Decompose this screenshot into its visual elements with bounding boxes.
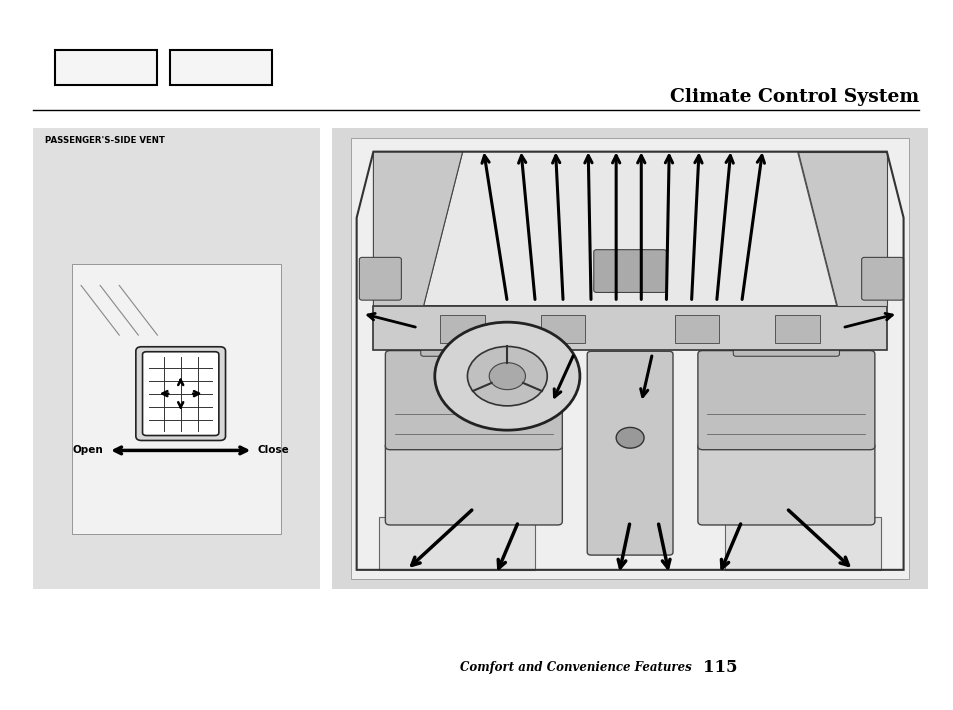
FancyBboxPatch shape — [385, 351, 561, 449]
Bar — [332, 128, 927, 589]
Text: 115: 115 — [702, 659, 737, 676]
Bar — [440, 315, 484, 343]
Text: PASSENGER'S-SIDE VENT: PASSENGER'S-SIDE VENT — [45, 136, 165, 146]
Circle shape — [435, 322, 579, 430]
Polygon shape — [373, 152, 462, 306]
Circle shape — [467, 346, 547, 406]
Polygon shape — [797, 152, 886, 306]
Bar — [724, 517, 881, 570]
Polygon shape — [423, 152, 836, 306]
Bar — [674, 315, 719, 343]
Text: Climate Control System: Climate Control System — [669, 89, 918, 106]
Bar — [540, 315, 585, 343]
FancyBboxPatch shape — [698, 442, 874, 525]
Bar — [71, 264, 281, 534]
Bar — [775, 315, 819, 343]
FancyBboxPatch shape — [420, 322, 526, 356]
FancyBboxPatch shape — [587, 351, 672, 555]
Text: Open: Open — [72, 445, 103, 455]
Text: Close: Close — [257, 445, 290, 455]
Bar — [373, 306, 886, 350]
FancyBboxPatch shape — [385, 442, 561, 525]
FancyBboxPatch shape — [593, 250, 666, 293]
FancyBboxPatch shape — [359, 257, 401, 300]
Bar — [351, 138, 908, 579]
FancyBboxPatch shape — [698, 351, 874, 449]
Bar — [55, 50, 157, 85]
Circle shape — [489, 363, 525, 390]
FancyBboxPatch shape — [135, 346, 225, 440]
Circle shape — [616, 427, 643, 448]
FancyBboxPatch shape — [861, 257, 902, 300]
Bar — [170, 50, 272, 85]
FancyBboxPatch shape — [733, 322, 839, 356]
Bar — [378, 517, 535, 570]
Text: Comfort and Convenience Features: Comfort and Convenience Features — [459, 661, 691, 674]
Bar — [33, 128, 319, 589]
FancyBboxPatch shape — [142, 351, 218, 435]
